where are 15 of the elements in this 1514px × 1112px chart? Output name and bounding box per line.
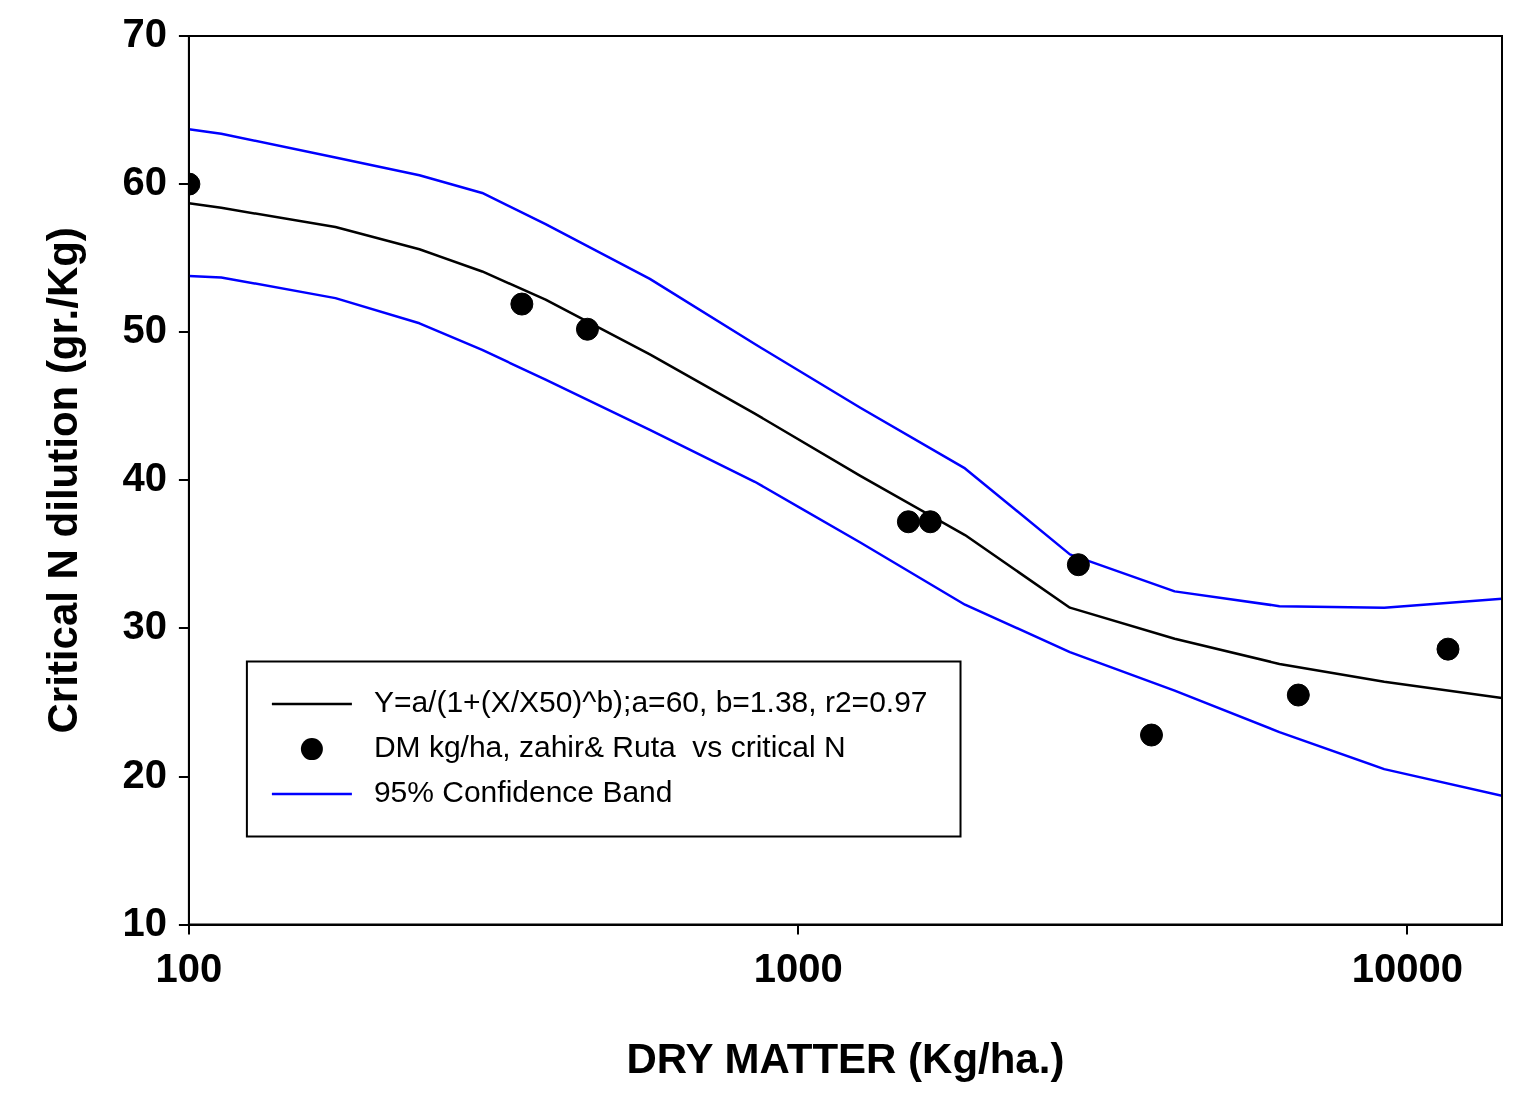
y-tick-label: 60 (122, 159, 167, 204)
legend-label: 95% Confidence Band (373, 775, 673, 809)
legend-label: Y=a/(1+(X/X50)^b);a=60, b=1.38, r2=0.97 (373, 685, 928, 719)
y-axis-title: Critical N dilution (gr./Kg) (38, 227, 86, 734)
x-tick-label: 100 (155, 945, 223, 990)
y-tick-label: 20 (122, 751, 167, 796)
x-tick-label: 10000 (1351, 945, 1463, 990)
y-tick-label: 10 (122, 899, 167, 944)
x-tick-label: 1000 (753, 945, 843, 990)
y-tick-label: 50 (122, 307, 167, 352)
x-axis-title: DRY MATTER (Kg/ha.) (626, 1035, 1065, 1083)
y-tick-label: 40 (122, 455, 167, 500)
y-tick-label: 70 (122, 11, 167, 56)
legend-label: DM kg/ha, zahir& Ruta vs critical N (373, 730, 846, 764)
y-tick-label: 30 (122, 603, 167, 648)
